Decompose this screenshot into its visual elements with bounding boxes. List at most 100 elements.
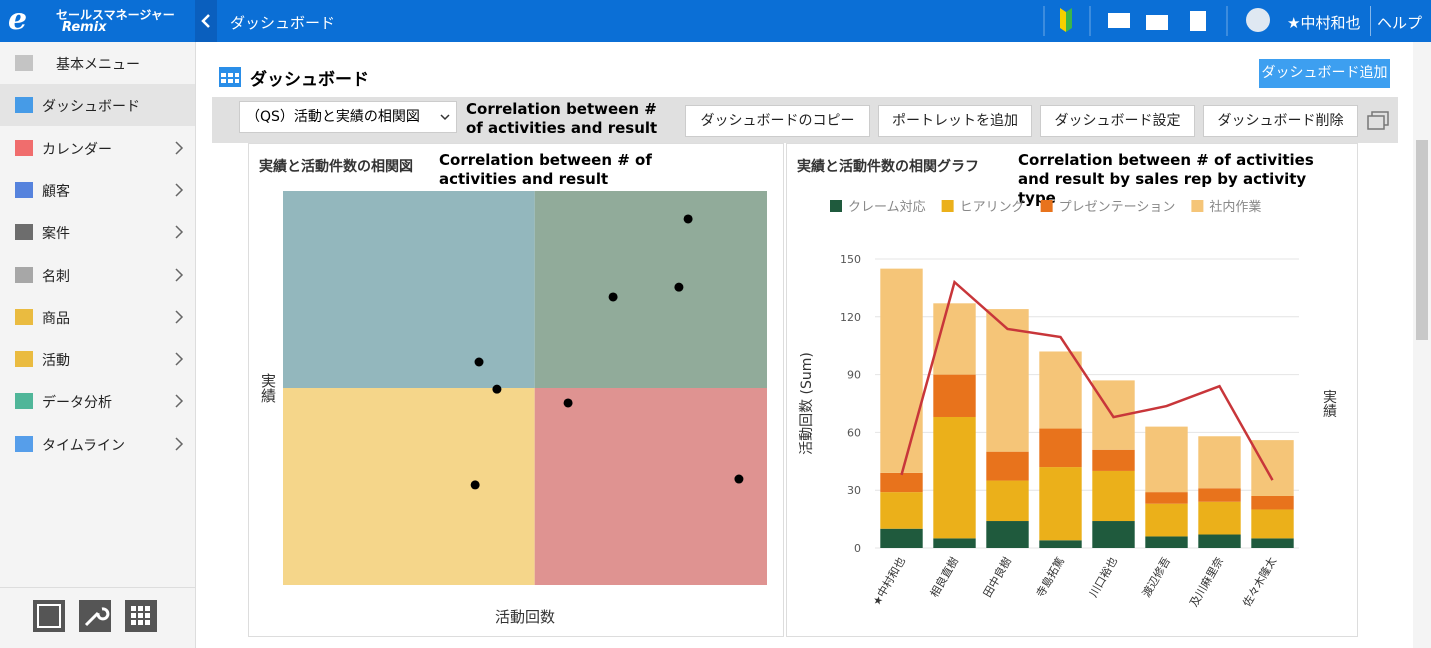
sidebar-label: タイムライン: [42, 437, 126, 454]
icon: [15, 224, 33, 241]
sidebar-tools[interactable]: [32, 597, 162, 635]
sidebar-icon: [15, 266, 33, 283]
bar-segment: [933, 538, 976, 548]
sidebar-item[interactable]: 商品: [0, 296, 195, 338]
point: [470, 480, 480, 490]
chevron: [175, 141, 184, 155]
bar-segment: [1251, 495, 1294, 510]
back-button[interactable]: [195, 0, 217, 42]
point: [734, 474, 744, 484]
bar-segment: [1092, 449, 1135, 471]
annotation: Correlation between # of activities and …: [466, 100, 658, 137]
sidebar-item[interactable]: 基本メニュー: [0, 42, 195, 84]
bar-segment: [1039, 351, 1082, 429]
chevron: [175, 225, 184, 239]
icon: [15, 139, 33, 156]
divider: [1370, 6, 1371, 36]
sidebar-item[interactable]: カレンダー: [0, 127, 195, 169]
sidebar-label: ダッシュボード: [42, 99, 140, 116]
sidebar-item[interactable]: 名刺: [0, 254, 195, 296]
chevron: [175, 267, 184, 282]
y-tick-label: 60: [847, 426, 861, 439]
annotation: Correlation between # of activities and …: [1018, 151, 1314, 207]
sidebar-label: 商品: [42, 310, 70, 327]
user-name[interactable]: ★中村和也: [1287, 14, 1361, 32]
page-title: ダッシュボード: [250, 70, 369, 90]
x-axis-label: 活動回数: [495, 608, 555, 626]
chart: 活動回数 実績: [259, 191, 767, 626]
bar-segment: [1145, 492, 1188, 504]
y-tick-label: 90: [847, 369, 861, 382]
header-icons[interactable]: [1040, 0, 1280, 42]
point: [474, 357, 484, 367]
bar-segment: [880, 528, 923, 548]
bar-segment: [986, 309, 1029, 452]
portlet: 実績と活動件数の相関グラフ Correlation between # of a…: [786, 143, 1358, 637]
toolbar-button[interactable]: ダッシュボード削除: [1203, 105, 1358, 137]
sidebar-item[interactable]: 案件: [0, 211, 195, 253]
dashboard-select[interactable]: （QS）活動と実績の相関図: [239, 101, 457, 133]
point: [683, 214, 693, 224]
bar-segment: [1039, 540, 1082, 548]
bar-segment: [880, 472, 923, 493]
sidebar-item[interactable]: 顧客: [0, 169, 195, 211]
bar-segment: [1251, 509, 1294, 539]
logo-text: セールスマネージャー: [56, 8, 175, 22]
chevron: [175, 352, 184, 366]
x-tick-label: 田中良樹: [980, 555, 1014, 600]
quadrant: [283, 388, 535, 585]
sidebar-label: 案件: [42, 226, 70, 243]
icon: [15, 97, 33, 114]
sidebar-label: 顧客: [42, 183, 70, 200]
divider: [0, 587, 195, 588]
chevron: [175, 394, 184, 408]
icon: [15, 266, 33, 283]
logo-text: Remix: [62, 20, 107, 35]
toolbar-button[interactable]: ポートレットを追加: [878, 105, 1032, 137]
legend-label: 社内作業: [1209, 199, 1261, 215]
quadrant: [534, 191, 767, 388]
header: e セールスマネージャー Remix ダッシュボード ★中村和也 ヘルプ: [0, 0, 1431, 42]
bar-segment: [1145, 426, 1188, 493]
y-axis-label: 活動回数 (Sum): [799, 352, 815, 455]
sidebar-item[interactable]: データ分析: [0, 380, 195, 422]
chevron: [175, 310, 184, 324]
add-dashboard-button[interactable]: ダッシュボード追加: [1259, 59, 1390, 88]
legend-label: クレーム対応: [848, 200, 926, 215]
portlet: 実績と活動件数の相関図 Correlation between # of act…: [248, 143, 784, 637]
point: [563, 398, 573, 408]
toolbar-button[interactable]: ダッシュボードのコピー: [685, 105, 870, 137]
x-tick-label: 川口裕也: [1087, 555, 1120, 600]
sidebar-item[interactable]: ダッシュボード: [0, 84, 195, 127]
sidebar-item[interactable]: タイムライン: [0, 423, 195, 465]
sidebar-item[interactable]: 活動: [0, 338, 195, 380]
y-tick-label: 0: [854, 542, 861, 555]
chevron: [175, 183, 184, 197]
x-tick-label: 寺島拓篤: [1033, 555, 1067, 600]
y-axis-label: 実績: [259, 373, 277, 403]
scrollbar[interactable]: [1413, 42, 1431, 648]
toolbar-button[interactable]: ダッシュボード設定: [1040, 105, 1195, 137]
x-tick-label: 相良直樹: [927, 555, 961, 600]
window-icon[interactable]: [1366, 110, 1390, 132]
point: [608, 292, 618, 302]
sidebar-icon: [15, 55, 33, 71]
legend-label: プレゼンテーション: [1059, 200, 1176, 215]
sidebar-label: 名刺: [42, 268, 70, 285]
icon: [15, 55, 33, 71]
bar-segment: [1145, 503, 1188, 537]
bar-segment: [986, 480, 1029, 522]
y2-axis-label: 実績: [1321, 390, 1337, 418]
legend-swatch: [1040, 200, 1053, 212]
bar-segment: [986, 451, 1029, 481]
bar-segment: [1198, 436, 1241, 489]
sidebar-icon: [15, 224, 33, 241]
legend-swatch: [1191, 200, 1204, 212]
x-tick-label: 佐々木隆太: [1239, 555, 1279, 610]
point: [492, 384, 502, 394]
sidebar-label: カレンダー: [42, 141, 112, 158]
bar-segment: [933, 303, 976, 375]
quadrant: [534, 388, 767, 585]
help[interactable]: ヘルプ: [1377, 14, 1423, 32]
bar-segment: [986, 521, 1029, 548]
